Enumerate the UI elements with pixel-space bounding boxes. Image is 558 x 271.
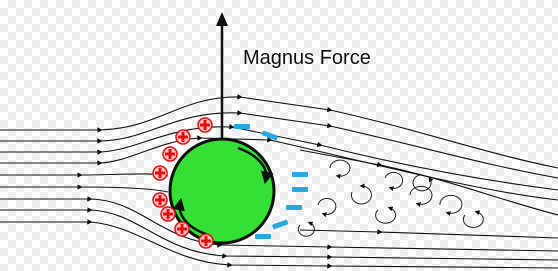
page: Magnus Force (() => { const data = JSON.…: [0, 0, 558, 271]
vortices: [298, 160, 483, 236]
force-arrow: [216, 12, 228, 138]
diagram: Magnus Force: [0, 0, 558, 271]
force-label: Magnus Force: [243, 47, 371, 69]
streamlines: [0, 97, 558, 268]
